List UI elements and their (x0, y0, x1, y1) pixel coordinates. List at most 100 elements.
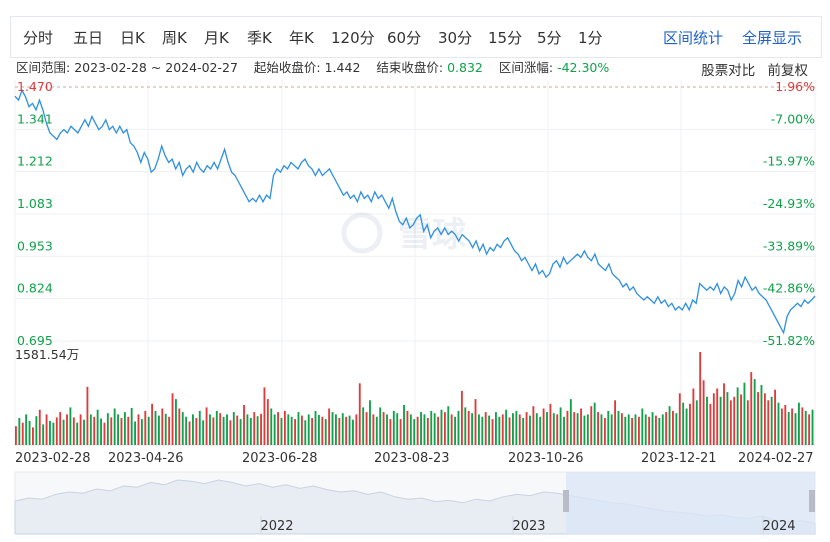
volume-bar (243, 405, 245, 445)
fullscreen-button[interactable]: 全屏显示 (742, 29, 803, 47)
forward-adjust-button[interactable]: 前复权 (767, 63, 809, 79)
chart-grid (14, 80, 816, 446)
volume-bar (283, 410, 286, 445)
volume-bar (682, 402, 685, 445)
x-tick-label: 2023-12-21 (641, 451, 717, 466)
volume-bar (311, 418, 314, 445)
y-percent-tick-label: -24.93% (763, 196, 815, 211)
volume-bar (304, 420, 307, 445)
volume-bar (72, 417, 75, 445)
y-percent-tick-label: 1.96% (775, 79, 815, 94)
volume-bar (358, 383, 361, 445)
left-price-axis: 1.470 1.341 1.212 1.083 0.953 0.824 0.695 (17, 79, 53, 348)
volume-bar (403, 405, 405, 445)
volume-bar (338, 418, 341, 445)
volume-bar (661, 414, 664, 445)
volume-bar (324, 419, 327, 445)
volume-bar (505, 409, 508, 445)
range-navigator[interactable]: 2022 2023 2024 (14, 471, 816, 535)
navigator-left-handle[interactable] (563, 490, 569, 512)
volume-bar (546, 412, 548, 445)
volume-bar (791, 408, 794, 445)
volume-bar (260, 413, 262, 445)
navigator-year-label: 2024 (762, 519, 795, 534)
volume-bar (222, 416, 225, 445)
volume-bar (794, 413, 797, 445)
volume-bar (627, 414, 630, 445)
volume-bar (229, 420, 232, 445)
volume-bar (140, 419, 143, 445)
period-tab-bar: 分时 五日 日K 周K 月K 季K 年K 120分 60分 30分 15分 5分… (10, 16, 822, 58)
volume-bar (365, 412, 368, 445)
volume-bar (471, 413, 474, 445)
x-tick-label: 2024-02-27 (738, 451, 814, 466)
volume-bar (15, 426, 17, 445)
volume-bar (712, 393, 715, 445)
volume-bar (277, 412, 279, 445)
y-tick-label: 1.470 (17, 79, 53, 94)
volume-bar (740, 394, 742, 445)
volume-bar (774, 389, 777, 445)
volume-bar (49, 420, 51, 445)
volume-bar (205, 407, 208, 445)
interval-stats-button[interactable]: 区间统计 (663, 29, 724, 47)
volume-bar (18, 418, 21, 445)
volume-bar (454, 416, 457, 445)
volume-bar (273, 414, 276, 445)
volume-bar (641, 408, 644, 445)
tab-yearly-k[interactable]: 年K (289, 29, 314, 47)
volume-bar (512, 413, 514, 445)
volume-bar (552, 413, 555, 445)
tab-daily-k[interactable]: 日K (120, 29, 145, 47)
stock-compare-button[interactable]: 股票对比 (701, 63, 756, 79)
volume-bar (648, 416, 651, 445)
tab-monthly-k[interactable]: 月K (204, 29, 229, 47)
volume-bar (498, 416, 501, 445)
volume-bar (89, 414, 92, 445)
volume-bar (32, 427, 34, 445)
volume-bar (270, 408, 273, 445)
tab-weekly-k[interactable]: 周K (162, 29, 187, 47)
volume-bar (709, 403, 712, 445)
navigator-selection[interactable] (566, 472, 815, 534)
volume-bar (692, 388, 695, 445)
navigator-right-handle[interactable] (809, 490, 815, 512)
y-percent-tick-label: -42.86% (763, 281, 815, 296)
x-tick-label: 2023-10-26 (508, 451, 584, 466)
y-tick-label: 0.953 (17, 238, 53, 253)
volume-bar (215, 410, 218, 445)
volume-bar (481, 416, 484, 445)
volume-bar (576, 413, 579, 445)
volume-bar (583, 415, 586, 445)
volume-bar (300, 415, 303, 445)
volume-bar (780, 408, 783, 445)
volume-bar (35, 416, 38, 445)
volume-bar (770, 396, 773, 445)
volume-bar (746, 400, 749, 445)
start-close-label: 起始收盘价: (253, 60, 321, 75)
volume-bar (702, 380, 705, 445)
volume-bar (515, 410, 518, 445)
tab-120min[interactable]: 120分 (331, 29, 375, 47)
tab-30min[interactable]: 30分 (438, 29, 473, 47)
volume-bar (685, 408, 688, 445)
volume-bar (219, 413, 222, 445)
tab-1min[interactable]: 1分 (578, 29, 603, 47)
tab-intraday[interactable]: 分时 (23, 29, 54, 47)
tab-five-day[interactable]: 五日 (73, 29, 104, 47)
volume-bar (586, 414, 589, 445)
volume-bar (93, 416, 96, 445)
tab-60min[interactable]: 60分 (387, 29, 422, 47)
y-tick-label: 1.341 (17, 111, 53, 126)
volume-bar (699, 352, 702, 445)
volume-bar (62, 419, 65, 445)
volume-bar (556, 414, 559, 445)
volume-bar (753, 379, 756, 445)
tab-quarterly-k[interactable]: 季K (247, 29, 272, 47)
volume-bar (610, 414, 613, 445)
volume-bar (28, 420, 31, 445)
tab-5min[interactable]: 5分 (537, 29, 562, 47)
tab-15min[interactable]: 15分 (488, 29, 523, 47)
volume-bar (460, 390, 463, 445)
volume-bar (440, 409, 443, 445)
